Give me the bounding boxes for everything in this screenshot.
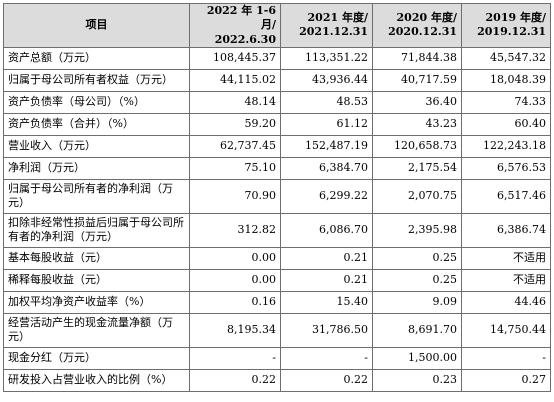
header-row: 项目 2022 年 1-6 月/ 2022.6.30 2021 年度/ 2021…: [3, 3, 551, 48]
row-label: 资产总额（万元）: [3, 46, 190, 70]
table-row: 稀释每股收益（元） 0.00 0.21 0.25 不适用: [3, 268, 551, 292]
cell-value: 15.40: [280, 290, 373, 314]
cell-value: 152,487.19: [280, 134, 373, 158]
table-row: 扣除非经常性损益后归属于母公司所有者的净利润（万元） 312.82 6,086.…: [3, 212, 551, 248]
cell-value: 312.82: [189, 212, 281, 248]
cell-value: 6,517.46: [461, 178, 551, 214]
cell-value: 6,299.22: [280, 178, 373, 214]
cell-value: 59.20: [189, 112, 281, 136]
cell-value: 18,048.39: [461, 68, 551, 92]
cell-value: 0.00: [189, 246, 281, 270]
row-label: 加权平均净资产收益率（%）: [3, 290, 190, 314]
header-period-line1: 2019 年度/: [485, 11, 546, 25]
row-label: 现金分红（万元）: [3, 346, 190, 370]
header-period-line2: 2020.12.31: [388, 25, 457, 39]
row-label: 资产负债率（合并）（%）: [3, 112, 190, 136]
cell-value: 122,243.18: [461, 134, 551, 158]
cell-value: -: [280, 346, 373, 370]
cell-value: 2,395.98: [372, 212, 462, 248]
cell-value: 44.46: [461, 290, 551, 314]
cell-value: 不适用: [461, 268, 551, 292]
cell-value: 40,717.59: [372, 68, 462, 92]
table-row: 现金分红（万元） - - 1,500.00 -: [3, 346, 551, 370]
cell-value: 0.23: [372, 368, 462, 392]
cell-value: 0.16: [189, 290, 281, 314]
cell-value: 2,175.54: [372, 156, 462, 180]
table-row: 研发投入占营业收入的比例（%） 0.22 0.22 0.23 0.27: [3, 368, 551, 392]
financial-indicators-table: 项目 2022 年 1-6 月/ 2022.6.30 2021 年度/ 2021…: [3, 3, 551, 392]
row-label: 净利润（万元）: [3, 156, 190, 180]
cell-value: -: [189, 346, 281, 370]
cell-value: 0.21: [280, 246, 373, 270]
cell-value: 8,691.70: [372, 312, 462, 348]
cell-value: 2,070.75: [372, 178, 462, 214]
cell-value: 31,786.50: [280, 312, 373, 348]
cell-value: 43,936.44: [280, 68, 373, 92]
header-period-2020: 2020 年度/ 2020.12.31: [372, 3, 462, 48]
cell-value: 113,351.22: [280, 46, 373, 70]
row-label: 营业收入（万元）: [3, 134, 190, 158]
cell-value: 43.23: [372, 112, 462, 136]
table-row: 资产负债率（合并）（%） 59.20 61.12 43.23 60.40: [3, 112, 551, 136]
cell-value: 0.27: [461, 368, 551, 392]
table-row: 归属于母公司所有者的净利润（万元） 70.90 6,299.22 2,070.7…: [3, 178, 551, 214]
cell-value: 74.33: [461, 90, 551, 114]
row-label: 经营活动产生的现金流量净额（万元）: [3, 312, 190, 348]
header-period-2019: 2019 年度/ 2019.12.31: [461, 3, 551, 48]
header-period-line1: 2020 年度/: [396, 11, 457, 25]
cell-value: 70.90: [189, 178, 281, 214]
cell-value: 48.14: [189, 90, 281, 114]
cell-value: 120,658.73: [372, 134, 462, 158]
header-period-line2: 2021.12.31: [299, 25, 368, 39]
header-period-2021: 2021 年度/ 2021.12.31: [280, 3, 373, 48]
table-row: 基本每股收益（元） 0.00 0.21 0.25 不适用: [3, 246, 551, 270]
table-row: 归属于母公司所有者权益（万元） 44,115.02 43,936.44 40,7…: [3, 68, 551, 92]
cell-value: 9.09: [372, 290, 462, 314]
cell-value: 0.22: [189, 368, 281, 392]
cell-value: 6,086.70: [280, 212, 373, 248]
table-row: 资产负债率（母公司）（%） 48.14 48.53 36.40 74.33: [3, 90, 551, 114]
header-period-line2: 2019.12.31: [477, 25, 546, 39]
cell-value: 75.10: [189, 156, 281, 180]
row-label: 扣除非经常性损益后归属于母公司所有者的净利润（万元）: [3, 212, 190, 248]
cell-value: 61.12: [280, 112, 373, 136]
cell-value: 1,500.00: [372, 346, 462, 370]
cell-value: 71,844.38: [372, 46, 462, 70]
header-period-line1: 2021 年度/: [307, 11, 368, 25]
header-period-line1: 2022 年 1-6 月/: [206, 4, 276, 32]
cell-value: 108,445.37: [189, 46, 281, 70]
cell-value: 45,547.32: [461, 46, 551, 70]
cell-value: 36.40: [372, 90, 462, 114]
cell-value: 不适用: [461, 246, 551, 270]
cell-value: -: [461, 346, 551, 370]
table-row: 营业收入（万元） 62,737.45 152,487.19 120,658.73…: [3, 134, 551, 158]
cell-value: 14,750.44: [461, 312, 551, 348]
cell-value: 0.25: [372, 246, 462, 270]
cell-value: 6,576.53: [461, 156, 551, 180]
header-period-2022h1: 2022 年 1-6 月/ 2022.6.30: [189, 3, 281, 48]
cell-value: 44,115.02: [189, 68, 281, 92]
table-row: 经营活动产生的现金流量净额（万元） 8,195.34 31,786.50 8,6…: [3, 312, 551, 348]
table-row: 资产总额（万元） 108,445.37 113,351.22 71,844.38…: [3, 46, 551, 70]
header-period-line2: 2022.6.30: [214, 32, 276, 46]
cell-value: 0.25: [372, 268, 462, 292]
row-label: 基本每股收益（元）: [3, 246, 190, 270]
cell-value: 48.53: [280, 90, 373, 114]
row-label: 归属于母公司所有者的净利润（万元）: [3, 178, 190, 214]
cell-value: 0.21: [280, 268, 373, 292]
cell-value: 60.40: [461, 112, 551, 136]
cell-value: 62,737.45: [189, 134, 281, 158]
cell-value: 0.00: [189, 268, 281, 292]
row-label: 稀释每股收益（元）: [3, 268, 190, 292]
cell-value: 6,386.74: [461, 212, 551, 248]
table-row: 净利润（万元） 75.10 6,384.70 2,175.54 6,576.53: [3, 156, 551, 180]
cell-value: 8,195.34: [189, 312, 281, 348]
row-label: 归属于母公司所有者权益（万元）: [3, 68, 190, 92]
table-row: 加权平均净资产收益率（%） 0.16 15.40 9.09 44.46: [3, 290, 551, 314]
cell-value: 0.22: [280, 368, 373, 392]
row-label: 研发投入占营业收入的比例（%）: [3, 368, 190, 392]
cell-value: 6,384.70: [280, 156, 373, 180]
row-label: 资产负债率（母公司）（%）: [3, 90, 190, 114]
header-item: 项目: [3, 3, 190, 48]
